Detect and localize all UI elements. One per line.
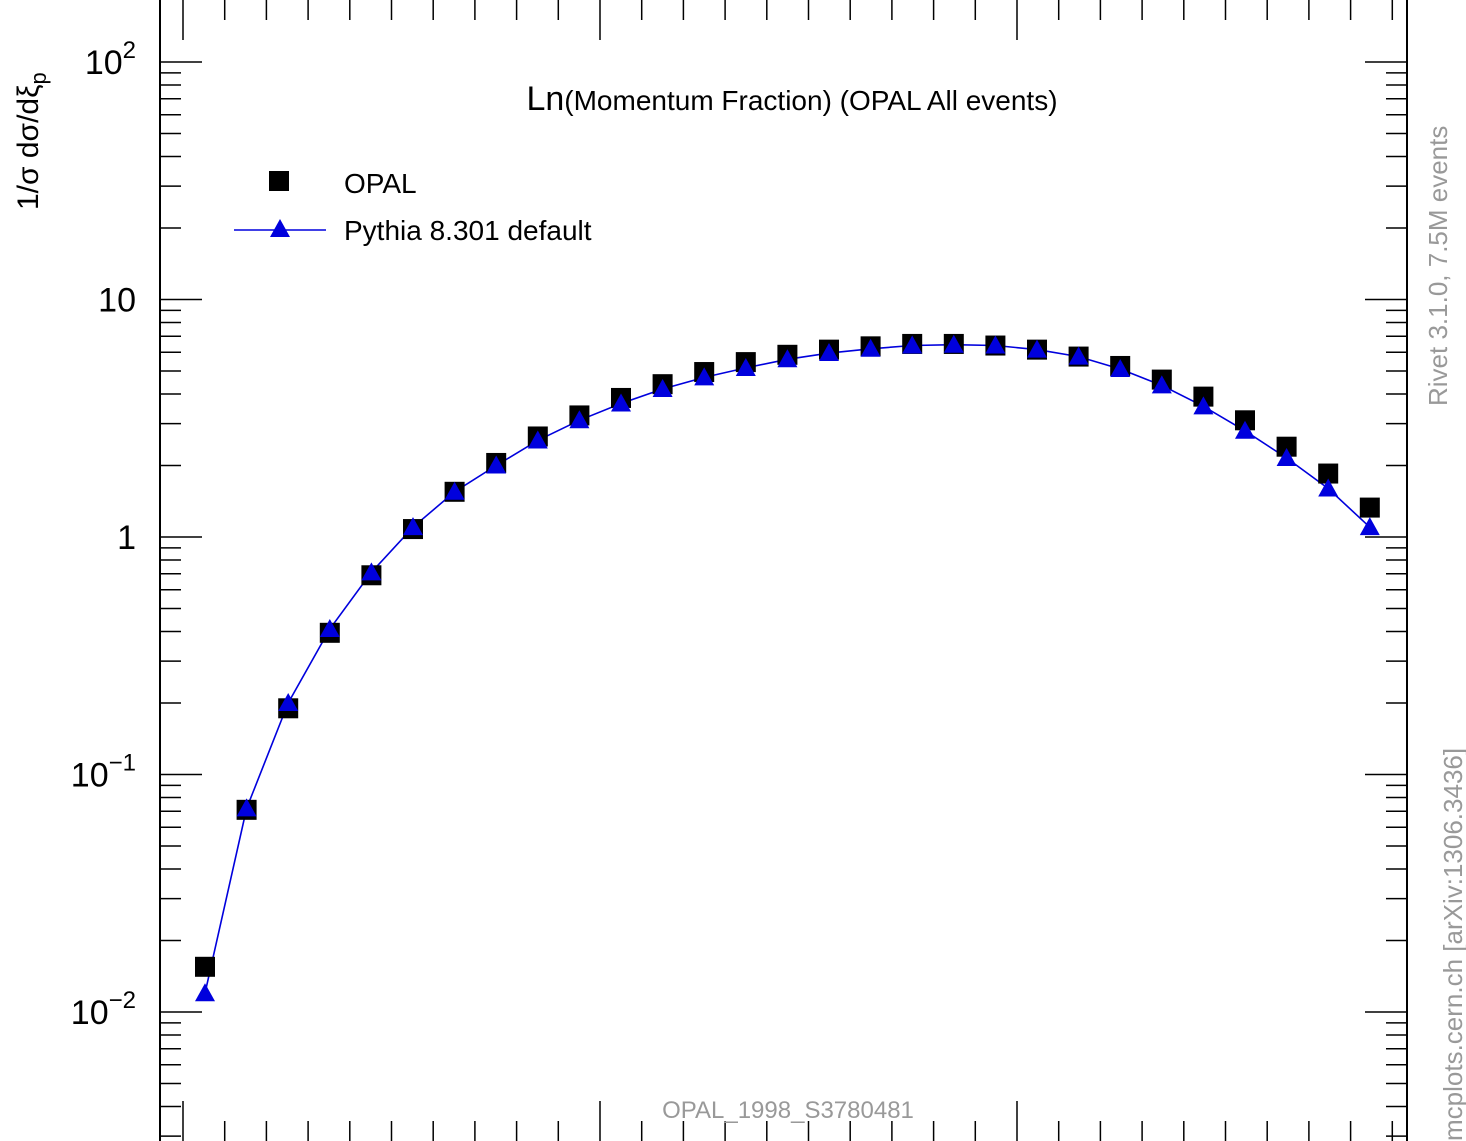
legend-label-opal: OPAL bbox=[344, 168, 417, 199]
legend-marker-opal bbox=[269, 171, 289, 191]
y-tick-label: 10−1 bbox=[71, 750, 136, 795]
data-point-pythia bbox=[403, 517, 423, 536]
data-point-pythia bbox=[361, 562, 382, 581]
data-point-pythia bbox=[1359, 517, 1380, 536]
data-point-pythia bbox=[1193, 396, 1214, 415]
data-point-pythia bbox=[985, 335, 1006, 354]
data-point-pythia bbox=[611, 393, 631, 412]
data-point-pythia bbox=[195, 983, 215, 1002]
data-point-pythia bbox=[735, 357, 756, 376]
y-tick-label: 1 bbox=[117, 519, 136, 557]
data-point-pythia bbox=[1235, 420, 1255, 439]
y-tick-label-exponent: 2 bbox=[123, 37, 136, 64]
data-point-pythia bbox=[486, 455, 507, 474]
chart-title-prefix: Ln bbox=[526, 80, 564, 118]
data-point-pythia bbox=[1276, 448, 1297, 467]
data-point-pythia bbox=[652, 378, 673, 397]
data-point-opal bbox=[195, 956, 215, 977]
y-tick-label: 102 bbox=[85, 37, 136, 82]
chart-title-rest: (Momentum Fraction) (OPAL All events) bbox=[564, 85, 1057, 116]
data-point-pythia bbox=[319, 618, 340, 637]
data-point-opal bbox=[1359, 497, 1380, 518]
legend: OPAL Pythia 8.301 default bbox=[234, 168, 592, 246]
y-tick-label-base: 10 bbox=[98, 282, 136, 320]
data-point-opal bbox=[1235, 410, 1255, 431]
chart-title: Ln(Momentum Fraction) (OPAL All events) bbox=[526, 80, 1057, 118]
y-tick-label-exponent: −1 bbox=[109, 750, 136, 777]
y-axis-title-sub: p bbox=[26, 72, 51, 84]
data-point-pythia bbox=[236, 798, 257, 817]
data-point-pythia bbox=[1151, 375, 1172, 394]
data-point-pythia bbox=[943, 334, 964, 353]
y-tick-label-base: 10 bbox=[71, 757, 109, 795]
legend-label-pythia: Pythia 8.301 default bbox=[344, 215, 592, 246]
y-axis-title-main: 1/σ dσ/dξ bbox=[12, 84, 45, 210]
data-point-pythia bbox=[1068, 346, 1089, 365]
legend-marker-pythia bbox=[270, 219, 290, 237]
data-point-pythia bbox=[777, 349, 798, 368]
data-point-pythia bbox=[278, 693, 299, 712]
data-point-pythia bbox=[1110, 358, 1131, 377]
y-tick-label: 10−2 bbox=[71, 987, 136, 1032]
data-point-pythia bbox=[1318, 478, 1339, 497]
data-point-pythia bbox=[444, 481, 465, 500]
y-tick-label-base: 10 bbox=[85, 44, 123, 82]
data-point-pythia bbox=[694, 367, 715, 386]
data-point-opal bbox=[1276, 436, 1297, 457]
mcplots-label: mcplots.cern.ch [arXiv:1306.3436] bbox=[1438, 748, 1466, 1141]
axes-frame bbox=[159, 0, 1408, 1141]
y-tick-label-base: 1 bbox=[117, 519, 136, 557]
reference-label: OPAL_1998_S3780481 bbox=[662, 1097, 914, 1124]
rivet-info-label: Rivet 3.1.0, 7.5M events bbox=[1423, 126, 1453, 406]
data-point-pythia bbox=[819, 343, 839, 362]
data-point-opal bbox=[1318, 463, 1339, 484]
data-point-pythia bbox=[569, 410, 590, 429]
data-point-pythia bbox=[860, 338, 881, 357]
y-axis-title: 1/σ dσ/dξp bbox=[12, 72, 51, 210]
data-point-pythia bbox=[527, 430, 548, 449]
series-line-pythia bbox=[204, 343, 1371, 994]
data-point-pythia bbox=[902, 335, 923, 354]
y-tick-label-exponent: −2 bbox=[109, 987, 136, 1014]
y-tick-label-base: 10 bbox=[71, 994, 109, 1032]
data-point-pythia bbox=[1027, 339, 1047, 358]
y-tick-label: 10 bbox=[98, 282, 136, 320]
